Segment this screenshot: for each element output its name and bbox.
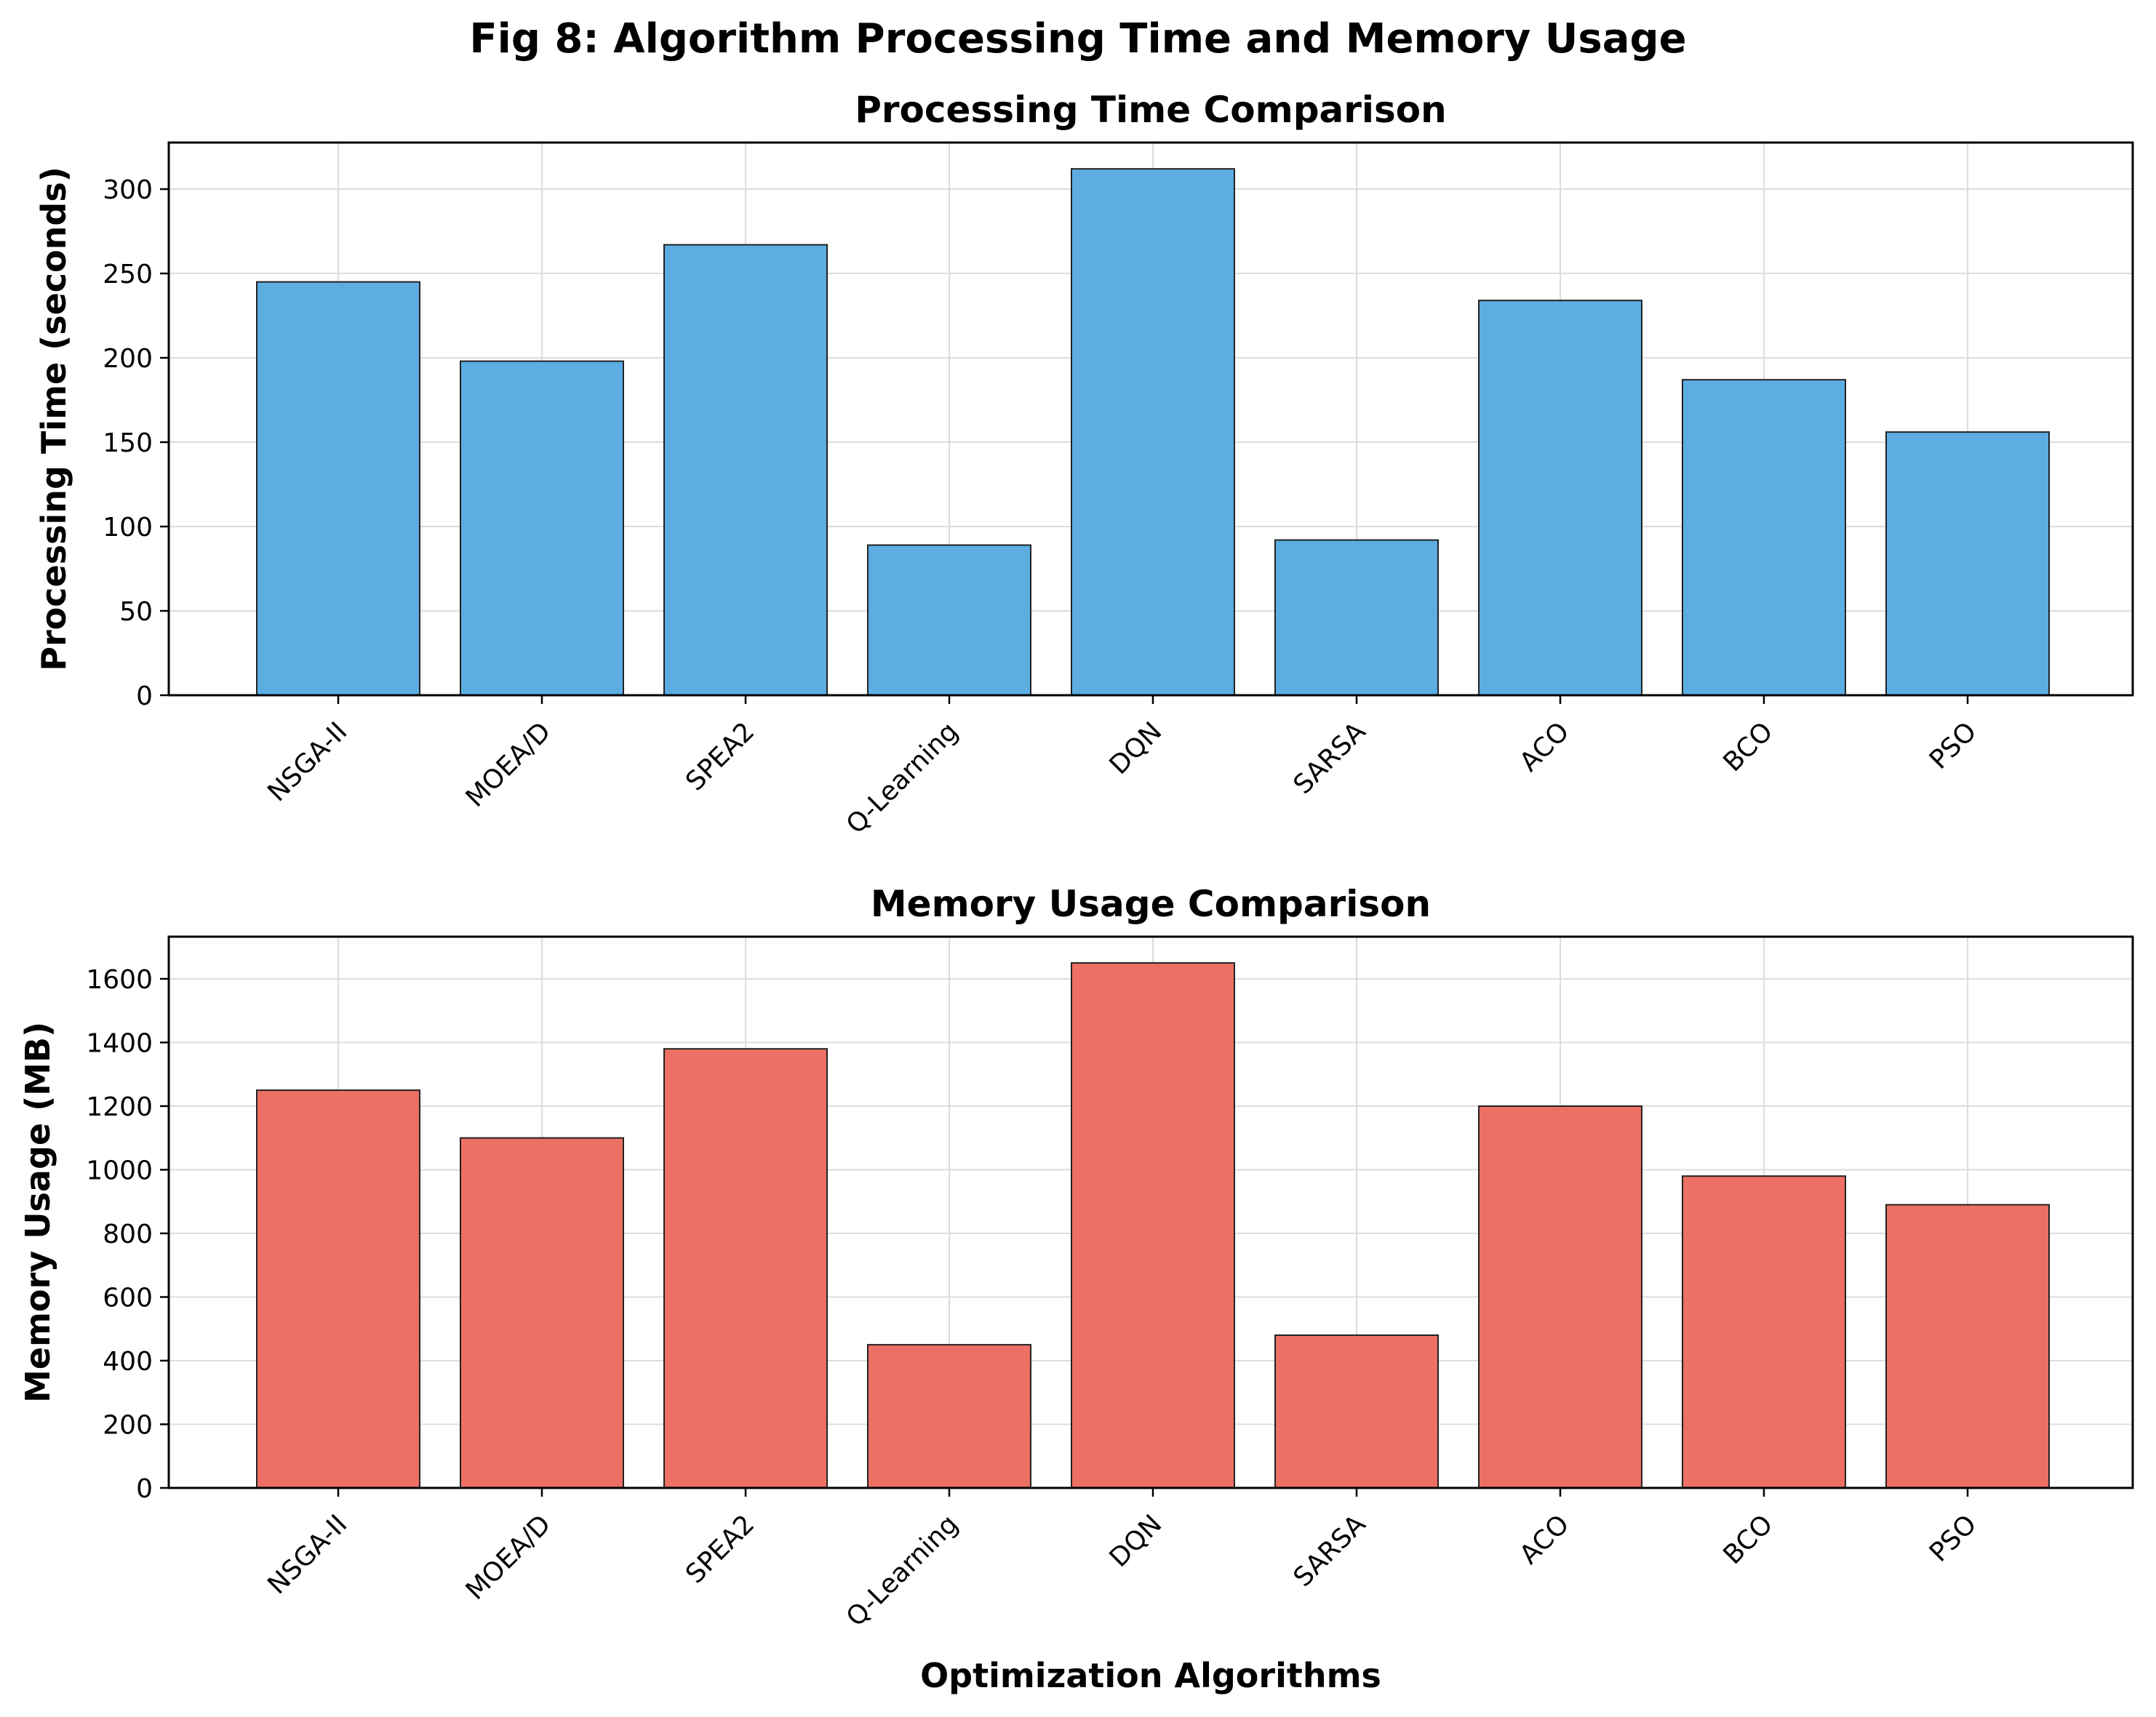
processing-time-bar-q-learning <box>867 544 1031 696</box>
processing-time-chart-title: Processing Time Comparison <box>855 89 1447 131</box>
memory-usage-y-tick-label: 1000 <box>86 1156 153 1185</box>
processing-time-bar-dqn <box>1071 168 1235 696</box>
processing-time-bar-spea2 <box>663 244 828 697</box>
memory-usage-bar-nsga-ii <box>256 1089 420 1489</box>
processing-time-bar-bco <box>1682 379 1846 697</box>
memory-usage-y-tick-label: 400 <box>103 1347 153 1377</box>
memory-usage-x-tick-label: DQN <box>1104 1509 1168 1573</box>
processing-time-x-tick-label: MOEA/D <box>460 716 557 813</box>
memory-usage-y-tick-label: 1400 <box>86 1028 153 1058</box>
processing-time-y-tick-label: 200 <box>103 344 153 374</box>
memory-usage-x-tick-label: Q-Learning <box>841 1509 964 1632</box>
memory-usage-plot-frame <box>167 935 2134 1489</box>
processing-time-bar-sarsa <box>1274 539 1439 696</box>
processing-time-y-tick-label: 150 <box>103 428 153 458</box>
processing-time-plot-frame <box>167 141 2134 697</box>
processing-time-x-tick-label: NSGA-II <box>262 716 353 807</box>
memory-usage-y-axis-label: Memory Usage (MB) <box>18 1022 57 1403</box>
processing-time-x-tick-label: BCO <box>1718 716 1779 777</box>
processing-time-x-tick-label: DQN <box>1104 716 1168 780</box>
memory-usage-bar-bco <box>1682 1175 1846 1489</box>
memory-usage-y-tick-label: 0 <box>136 1474 153 1504</box>
processing-time-x-tick-label: ACO <box>1514 716 1576 777</box>
memory-usage-x-tick-label: SPEA2 <box>680 1509 760 1589</box>
processing-time-y-axis-label: Processing Time (seconds) <box>34 167 73 671</box>
memory-usage-x-tick-label: MOEA/D <box>460 1509 557 1606</box>
processing-time-bars <box>256 168 2050 697</box>
memory-usage-x-tick-label: SARSA <box>1288 1509 1372 1593</box>
memory-usage-bar-spea2 <box>663 1048 828 1489</box>
processing-time-bar-aco <box>1478 300 1642 696</box>
memory-usage-x-tick-label: PSO <box>1924 1509 1983 1568</box>
processing-time-bar-moea-d <box>460 360 624 696</box>
processing-time-chart: Processing Time Comparison 0 50 100 150 200 2… <box>34 89 2134 840</box>
processing-time-y-tick-label: 50 <box>119 597 153 627</box>
memory-usage-bar-dqn <box>1071 962 1235 1489</box>
processing-time-y-tick-label: 250 <box>103 260 153 289</box>
memory-usage-bar-aco <box>1478 1105 1642 1489</box>
memory-usage-chart-title: Memory Usage Comparison <box>871 883 1431 925</box>
processing-time-x-tick-label: SPEA2 <box>680 716 760 796</box>
memory-usage-y-tick-label: 800 <box>103 1220 153 1249</box>
processing-time-y-ticks: 0 50 100 150 200 250 300 <box>103 175 169 711</box>
processing-time-y-tick-label: 100 <box>103 513 153 543</box>
processing-time-x-tick-label: PSO <box>1924 716 1983 775</box>
memory-usage-bars <box>256 962 2050 1489</box>
memory-usage-bar-q-learning <box>867 1344 1031 1489</box>
memory-usage-x-ticks: NSGA-II MOEA/D SPEA2 Q-Learning DQN SARSA ACO B… <box>262 1488 1982 1633</box>
memory-usage-x-axis-label: Optimization Algorithms <box>920 1656 1381 1695</box>
memory-usage-x-tick-label: ACO <box>1514 1509 1576 1570</box>
memory-usage-bar-moea-d <box>460 1137 624 1489</box>
memory-usage-y-tick-label: 1200 <box>86 1092 153 1122</box>
processing-time-y-tick-label: 0 <box>136 681 153 711</box>
memory-usage-y-tick-label: 1600 <box>86 965 153 995</box>
processing-time-bar-nsga-ii <box>256 281 420 697</box>
memory-usage-chart: Memory Usage Comparison 0 200 400 600 800 100… <box>18 883 2134 1695</box>
processing-time-y-tick-label: 300 <box>103 175 153 205</box>
memory-usage-bar-sarsa <box>1274 1334 1439 1489</box>
memory-usage-x-tick-label: NSGA-II <box>262 1509 353 1600</box>
processing-time-x-ticks: NSGA-II MOEA/D SPEA2 Q-Learning DQN SARSA ACO B… <box>262 695 1982 840</box>
memory-usage-bar-pso <box>1885 1204 2050 1489</box>
figure-title: Fig 8: Algorithm Processing Time and Mem… <box>469 15 1686 63</box>
processing-time-bar-pso <box>1885 431 2050 696</box>
memory-usage-y-ticks: 0 200 400 600 800 1000 1200 1400 1600 <box>86 965 169 1504</box>
processing-time-x-tick-label: SARSA <box>1288 716 1372 800</box>
processing-time-x-tick-label: Q-Learning <box>841 716 964 839</box>
memory-usage-x-tick-label: BCO <box>1718 1509 1779 1570</box>
memory-usage-y-tick-label: 600 <box>103 1283 153 1313</box>
memory-usage-y-tick-label: 200 <box>103 1410 153 1440</box>
